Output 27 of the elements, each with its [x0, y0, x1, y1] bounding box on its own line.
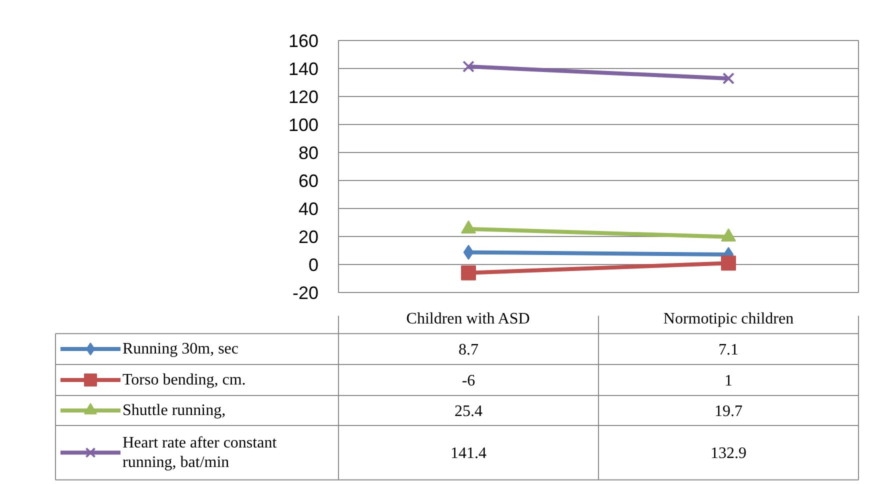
- data-label: 132.9: [710, 445, 746, 462]
- data-label: 8.7: [458, 342, 478, 359]
- point: [461, 265, 476, 280]
- data-label: 25.4: [454, 402, 482, 420]
- legend-label: Torso bending, cm.: [122, 371, 246, 388]
- y-tick-label: 40: [298, 199, 319, 219]
- legend-label: Heart rate after constant running, bat/min: [122, 434, 278, 471]
- y-tick-label: 60: [298, 171, 319, 191]
- point: [462, 60, 474, 72]
- y-tick-label: 100: [288, 115, 319, 135]
- data-label: 19.7: [714, 402, 742, 420]
- data-label: -6: [462, 372, 476, 390]
- y-tick-label: 120: [288, 87, 319, 107]
- point: [722, 72, 734, 84]
- data-label: 7.1: [718, 342, 738, 359]
- y-tick-label: -20: [292, 283, 318, 303]
- x-tick-label: Normotipic children: [663, 310, 794, 328]
- y-tick-label: 160: [288, 31, 319, 51]
- y-tick-label: 0: [308, 255, 319, 275]
- legend-label: Shuttle running,: [122, 402, 226, 419]
- y-tick-label: 20: [298, 227, 319, 247]
- y-tick-label: 80: [298, 143, 319, 163]
- data-label: 141.4: [450, 445, 486, 462]
- y-tick-label: 140: [288, 59, 319, 79]
- x-tick-label: Children with ASD: [406, 310, 530, 328]
- legend-label: Running 30m, sec: [122, 340, 238, 358]
- data-label: 1: [724, 372, 732, 390]
